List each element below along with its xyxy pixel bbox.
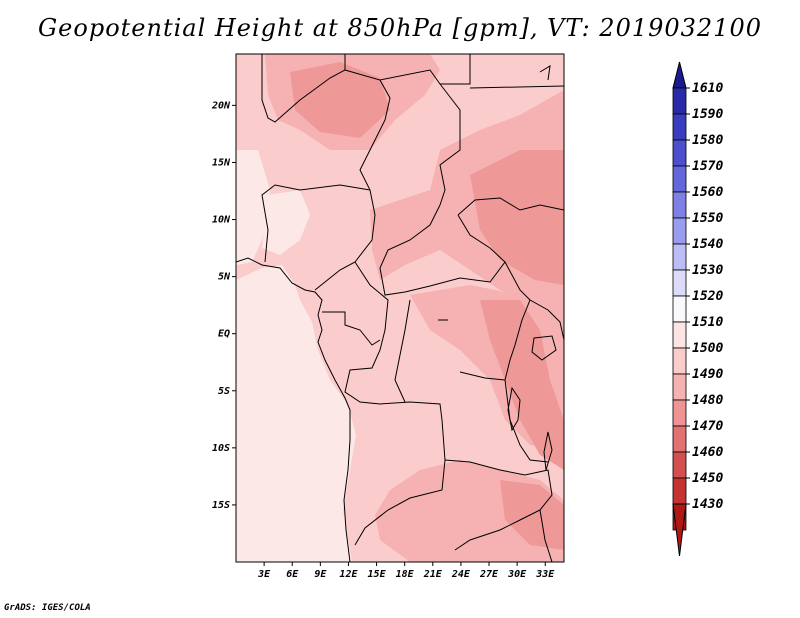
height-field bbox=[236, 54, 564, 562]
border bbox=[344, 261, 446, 546]
colorbar-swatch bbox=[672, 113, 687, 141]
colorbar-bottom-arrow bbox=[672, 503, 687, 557]
border bbox=[394, 299, 411, 403]
lon-tick-label: 12E bbox=[339, 569, 358, 580]
border bbox=[322, 311, 381, 346]
lon-tick-label: 33E bbox=[535, 569, 555, 580]
colorbar-label: 1550 bbox=[692, 211, 723, 226]
lake bbox=[543, 431, 553, 471]
colorbar-label: 1560 bbox=[692, 185, 723, 200]
lat-tick-label: 15N bbox=[212, 157, 231, 168]
lon-tick-label: 30E bbox=[507, 569, 527, 580]
colorbar-swatch bbox=[672, 243, 687, 271]
latitude-axis: 20N 15N 10N 5N EQ 5S 10S 15S bbox=[211, 100, 236, 511]
border bbox=[439, 83, 461, 206]
colorbar-swatch bbox=[672, 139, 687, 167]
colorbar-swatch bbox=[672, 87, 687, 115]
colorbar-swatch bbox=[672, 399, 687, 427]
colorbar-label: 1480 bbox=[692, 393, 723, 408]
colorbar: 1610 1590 1580 1570 1560 1550 1540 1530 1520 1510… bbox=[672, 61, 723, 557]
country-borders bbox=[236, 54, 564, 562]
colorbar-label: 1450 bbox=[692, 471, 723, 486]
colorbar-label: 1470 bbox=[692, 419, 723, 434]
lake bbox=[531, 335, 557, 361]
lat-tick-label: EQ bbox=[218, 329, 230, 340]
border bbox=[539, 509, 553, 562]
lake bbox=[539, 65, 551, 81]
border bbox=[457, 197, 564, 216]
colorbar-label: 1590 bbox=[692, 107, 723, 122]
colorbar-label: 1490 bbox=[692, 367, 723, 382]
border bbox=[504, 261, 549, 463]
colorbar-label: 1510 bbox=[692, 315, 723, 330]
field-1480 bbox=[290, 62, 390, 138]
colorbar-swatch bbox=[672, 295, 687, 323]
lon-tick-label: 15E bbox=[368, 569, 387, 580]
border bbox=[379, 204, 506, 296]
colorbar-swatch bbox=[672, 451, 687, 479]
colorbar-swatch bbox=[672, 347, 687, 375]
border bbox=[469, 85, 564, 89]
colorbar-swatch bbox=[672, 165, 687, 193]
lat-tick-label: 20N bbox=[211, 100, 231, 111]
colorbar-swatch bbox=[672, 373, 687, 401]
field-1480 bbox=[480, 300, 564, 470]
colorbar-swatch bbox=[672, 321, 687, 349]
colorbar-label: 1610 bbox=[692, 81, 723, 96]
colorbar-swatch bbox=[672, 217, 687, 245]
map-frame bbox=[235, 53, 565, 563]
lat-tick-label: 10S bbox=[212, 443, 230, 454]
lake bbox=[507, 386, 521, 432]
lat-tick-label: 5N bbox=[218, 272, 231, 283]
colorbar-label: 1570 bbox=[692, 159, 723, 174]
colorbar-label: 1540 bbox=[692, 237, 723, 252]
border bbox=[261, 54, 346, 123]
colorbar-label: 1500 bbox=[692, 341, 723, 356]
grads-credit: GrADS: IGES/COLA bbox=[4, 603, 91, 613]
colorbar-label: 1460 bbox=[692, 445, 723, 460]
colorbar-swatch bbox=[672, 191, 687, 219]
map-title: Geopotential Height at 850hPa [gpm], VT:… bbox=[38, 14, 762, 42]
colorbar-swatch bbox=[672, 425, 687, 453]
lat-tick-label: 15S bbox=[212, 500, 230, 511]
field-1510 bbox=[236, 265, 356, 562]
lon-tick-label: 6E bbox=[286, 569, 299, 580]
border bbox=[261, 184, 371, 263]
lon-tick-label: 3E bbox=[257, 569, 271, 580]
lat-tick-label: 5S bbox=[218, 386, 230, 397]
field-1510 bbox=[236, 150, 270, 265]
lon-tick-label: 9E bbox=[314, 569, 327, 580]
longitude-axis: 3E 6E 9E 12E 15E 18E 21E 24E 27E 30E 33E bbox=[257, 562, 555, 580]
lon-tick-label: 18E bbox=[396, 569, 415, 580]
colorbar-swatch bbox=[672, 477, 687, 505]
field-1480 bbox=[470, 150, 564, 285]
border bbox=[444, 459, 553, 551]
lat-tick-label: 10N bbox=[212, 215, 231, 226]
colorbar-label: 1430 bbox=[692, 497, 723, 512]
lon-tick-label: 24E bbox=[451, 569, 471, 580]
coastline-west bbox=[236, 257, 351, 562]
lon-tick-label: 21E bbox=[423, 569, 443, 580]
colorbar-label: 1580 bbox=[692, 133, 723, 148]
lon-tick-label: 27E bbox=[479, 569, 499, 580]
field-1480 bbox=[500, 480, 564, 550]
border bbox=[459, 371, 506, 381]
colorbar-label: 1530 bbox=[692, 263, 723, 278]
field-1510 bbox=[262, 190, 310, 255]
colorbar-swatch bbox=[672, 269, 687, 297]
border bbox=[529, 299, 564, 341]
colorbar-top-arrow bbox=[672, 61, 687, 89]
colorbar-label: 1520 bbox=[692, 289, 723, 304]
